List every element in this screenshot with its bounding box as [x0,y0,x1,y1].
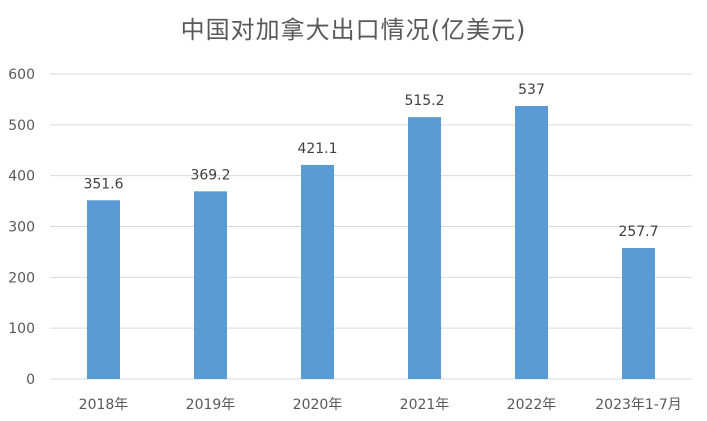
grid-lines [50,73,692,380]
x-category-label: 2019年 [186,397,236,413]
y-tick-label: 300 [8,220,35,236]
y-tick-label: 600 [8,67,35,83]
x-category-label: 2021年 [400,397,450,413]
data-label: 537 [518,82,545,98]
y-tick-label: 200 [8,270,35,286]
data-label: 351.6 [83,176,123,192]
data-labels: 351.6 369.2 421.1 515.2 537 257.7 [83,82,658,240]
y-tick-label: 0 [26,372,35,388]
bar-2 [301,164,334,379]
bar-1 [194,191,227,379]
data-label: 421.1 [297,141,337,157]
y-tick-label: 400 [8,169,35,185]
x-axis-categories: 2018年 2019年 2020年 2021年 2022年 2023年1-7月 [79,397,682,413]
x-category-label: 2018年 [79,397,129,413]
bar-4 [515,106,548,380]
data-label: 369.2 [190,167,230,183]
y-tick-label: 500 [8,118,35,134]
chart-title: 中国对加拿大出口情况(亿美元) [180,16,527,44]
bars [87,106,655,380]
bar-3 [408,117,441,380]
bar-0 [87,200,120,379]
data-label: 515.2 [404,93,444,109]
x-category-label: 2020年 [293,397,343,413]
bar-5 [622,248,655,379]
x-category-label: 2023年1-7月 [595,397,682,413]
y-tick-label: 100 [8,321,35,337]
x-category-label: 2022年 [507,397,557,413]
y-axis-ticks: 0 100 200 300 400 500 600 [8,67,35,388]
data-label: 257.7 [618,224,658,240]
